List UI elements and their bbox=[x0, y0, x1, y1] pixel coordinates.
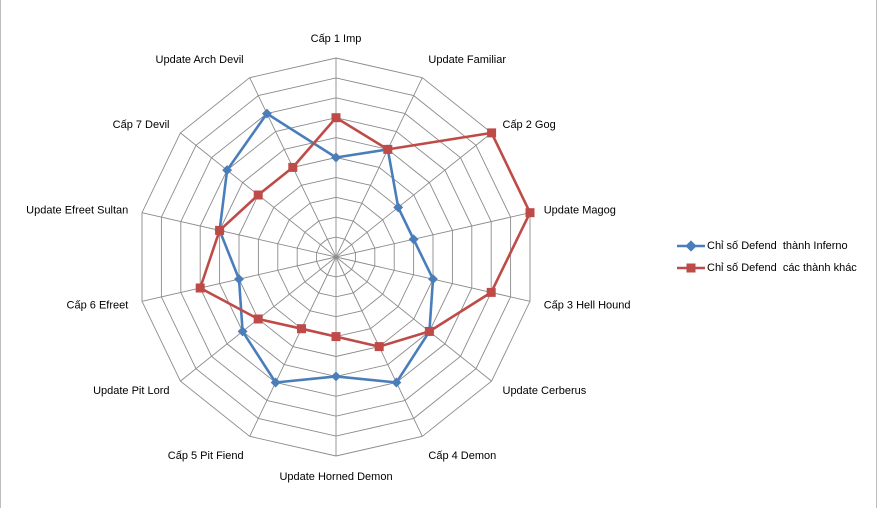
data-point-square bbox=[297, 324, 306, 334]
data-point-square bbox=[253, 190, 263, 200]
legend-label-inferno: Chỉ số Defend thành Inferno bbox=[707, 240, 848, 252]
data-point-square bbox=[288, 162, 298, 172]
grid-spoke bbox=[141, 212, 337, 258]
data-point-diamond bbox=[331, 371, 341, 382]
data-point-diamond bbox=[331, 152, 341, 163]
data-point-square bbox=[487, 128, 497, 138]
data-point-diamond bbox=[393, 202, 404, 213]
axis-label: Cấp 5 Pit Fiend bbox=[168, 450, 244, 462]
axis-label: Cấp 1 Imp bbox=[311, 33, 362, 45]
axis-label: Update Pit Lord bbox=[93, 385, 169, 397]
grid-spoke bbox=[249, 256, 337, 437]
legend: Chỉ số Defend thành Inferno Chỉ số Defen… bbox=[677, 235, 857, 279]
axis-label: Update Efreet Sultan bbox=[26, 205, 128, 217]
legend-item-inferno: Chỉ số Defend thành Inferno bbox=[677, 235, 857, 257]
radar-series bbox=[195, 108, 535, 388]
axis-label: Update Magog bbox=[544, 205, 616, 217]
data-point-square bbox=[486, 287, 496, 297]
axis-label: Cấp 7 Devil bbox=[113, 119, 170, 131]
grid-spoke bbox=[335, 77, 423, 258]
data-point-diamond bbox=[222, 165, 233, 176]
legend-swatch-other-towns bbox=[677, 263, 705, 273]
data-point-diamond bbox=[408, 234, 419, 245]
data-point-square bbox=[525, 208, 535, 218]
legend-item-other-towns: Chỉ số Defend các thành khác bbox=[677, 257, 857, 279]
data-point-square bbox=[195, 283, 205, 293]
data-point-diamond bbox=[234, 274, 244, 285]
data-point-square bbox=[331, 332, 341, 342]
data-point-diamond bbox=[237, 326, 248, 337]
grid-spoke bbox=[335, 132, 492, 258]
data-point-diamond bbox=[428, 274, 438, 285]
legend-label-other-towns: Chỉ số Defend các thành khác bbox=[707, 262, 857, 274]
axis-label: Cấp 3 Hell Hound bbox=[544, 299, 631, 311]
axis-label: Cấp 4 Demon bbox=[428, 450, 496, 462]
series-line-0 bbox=[218, 112, 435, 384]
legend-swatch-inferno bbox=[677, 240, 705, 252]
data-point-square bbox=[253, 314, 263, 324]
data-point-square bbox=[331, 113, 341, 123]
data-point-square bbox=[424, 326, 434, 336]
data-point-diamond bbox=[391, 377, 402, 388]
radar-axis-labels: Cấp 1 Imp Update Familiar Cấp 2 Gog Update … bbox=[26, 33, 630, 483]
axis-label: Cấp 6 Efreet bbox=[67, 299, 129, 311]
axis-label: Update Familiar bbox=[428, 54, 506, 66]
grid-spoke bbox=[335, 256, 492, 382]
axis-label: Cấp 2 Gog bbox=[503, 119, 556, 131]
data-point-square bbox=[215, 225, 225, 235]
axis-label: Update Cerberus bbox=[503, 385, 587, 397]
data-point-square bbox=[374, 342, 384, 352]
axis-label: Update Arch Devil bbox=[156, 54, 244, 66]
axis-label: Update Horned Demon bbox=[279, 471, 392, 483]
grid-spoke bbox=[335, 212, 531, 258]
data-point-diamond bbox=[270, 377, 281, 388]
data-point-square bbox=[383, 144, 393, 154]
